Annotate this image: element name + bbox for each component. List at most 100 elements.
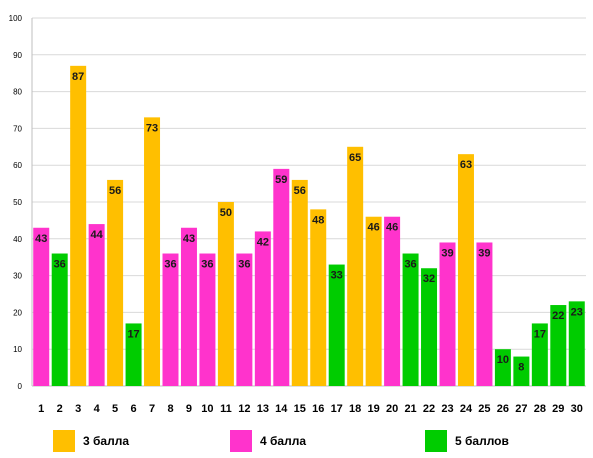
y-tick-label: 20 (13, 308, 22, 317)
data-label: 33 (331, 270, 343, 282)
x-tick-label: 6 (131, 403, 137, 415)
bar (328, 264, 345, 386)
data-label: 87 (72, 71, 84, 83)
bar (107, 179, 124, 386)
y-tick-label: 30 (13, 272, 22, 281)
bar (291, 179, 308, 386)
bar (310, 209, 327, 386)
x-tick-label: 16 (312, 403, 324, 415)
bar (402, 253, 419, 386)
x-tick-label: 4 (94, 403, 101, 415)
data-label: 17 (534, 328, 546, 340)
legend-swatch-3 (53, 430, 75, 452)
x-tick-label: 20 (386, 403, 398, 415)
data-labels: 43 36 87 44 56 17 73 36 43 36 50 36 42 59 56 48 33 65 46 46… (35, 71, 583, 374)
x-tick-label: 10 (201, 403, 213, 415)
x-tick-label: 15 (294, 403, 306, 415)
y-tick-label: 80 (13, 88, 22, 97)
x-tick-label: 13 (257, 403, 269, 415)
data-label: 36 (54, 259, 66, 271)
data-label: 44 (91, 229, 104, 241)
bar (494, 349, 511, 386)
bar (421, 268, 438, 386)
bars (33, 65, 585, 387)
x-tick-label: 22 (423, 403, 435, 415)
x-tick-label: 28 (534, 403, 546, 415)
data-label: 32 (423, 273, 435, 285)
data-label: 46 (368, 222, 380, 234)
data-label: 17 (127, 328, 139, 340)
bar (51, 253, 68, 386)
data-label: 23 (571, 306, 583, 318)
bar (513, 356, 530, 386)
bar (273, 168, 290, 386)
gridlines (32, 17, 586, 350)
data-label: 36 (404, 259, 416, 271)
y-axis: 0 10 20 30 40 50 60 70 80 90 100 (9, 14, 586, 391)
x-tick-label: 3 (75, 403, 81, 415)
x-tick-label: 18 (349, 403, 361, 415)
x-tick-label: 26 (497, 403, 509, 415)
x-tick-label: 29 (552, 403, 564, 415)
x-tick-label: 19 (368, 403, 380, 415)
x-tick-label: 5 (112, 403, 118, 415)
bar (125, 323, 142, 386)
x-tick-label: 17 (331, 403, 343, 415)
data-label: 36 (238, 259, 250, 271)
data-label: 39 (478, 247, 490, 259)
data-label: 65 (349, 152, 361, 164)
data-label: 59 (275, 174, 287, 186)
legend-swatch-5 (425, 430, 447, 452)
x-tick-label: 27 (515, 403, 527, 415)
data-label: 56 (109, 185, 121, 197)
data-label: 22 (552, 310, 564, 322)
data-label: 63 (460, 159, 472, 171)
y-tick-label: 70 (13, 124, 22, 133)
data-label: 48 (312, 214, 324, 226)
x-tick-label: 14 (275, 403, 288, 415)
x-tick-label: 23 (441, 403, 453, 415)
x-axis: 1 2 3 4 5 6 7 8 9 10 11 12 13 14 15 16 17 18 19 20 21 22 23 24 2… (38, 403, 583, 415)
data-label: 10 (497, 354, 509, 366)
data-label: 39 (441, 247, 453, 259)
x-tick-label: 8 (167, 403, 173, 415)
bar (180, 227, 197, 386)
x-tick-label: 25 (478, 403, 490, 415)
data-label: 36 (164, 259, 176, 271)
bar (476, 242, 493, 386)
x-tick-label: 2 (57, 403, 63, 415)
x-tick-label: 21 (404, 403, 416, 415)
x-tick-label: 12 (238, 403, 250, 415)
data-label: 8 (518, 362, 524, 374)
bar (347, 146, 364, 386)
x-tick-label: 9 (186, 403, 192, 415)
data-label: 56 (294, 185, 306, 197)
data-label: 43 (183, 233, 195, 245)
legend-label-4: 4 балла (260, 434, 307, 448)
bar (70, 65, 87, 386)
bar (550, 305, 567, 386)
bar (457, 154, 474, 386)
data-label: 46 (386, 222, 398, 234)
y-tick-label: 50 (13, 198, 22, 207)
legend-swatch-4 (230, 430, 252, 452)
legend-label-3: 3 балла (83, 434, 130, 448)
bar (144, 117, 161, 387)
data-label: 42 (257, 236, 269, 248)
bar (439, 242, 456, 386)
bar (236, 253, 253, 386)
bar (568, 301, 585, 386)
data-label: 50 (220, 207, 232, 219)
bar (254, 231, 271, 386)
x-tick-label: 7 (149, 403, 155, 415)
y-tick-label: 60 (13, 161, 22, 170)
bar (531, 323, 548, 386)
bar (88, 224, 105, 386)
bar (365, 216, 382, 386)
bar (33, 227, 50, 386)
y-tick-label: 90 (13, 51, 22, 60)
y-tick-label: 0 (18, 382, 23, 391)
data-label: 43 (35, 233, 47, 245)
y-tick-label: 10 (13, 345, 22, 354)
